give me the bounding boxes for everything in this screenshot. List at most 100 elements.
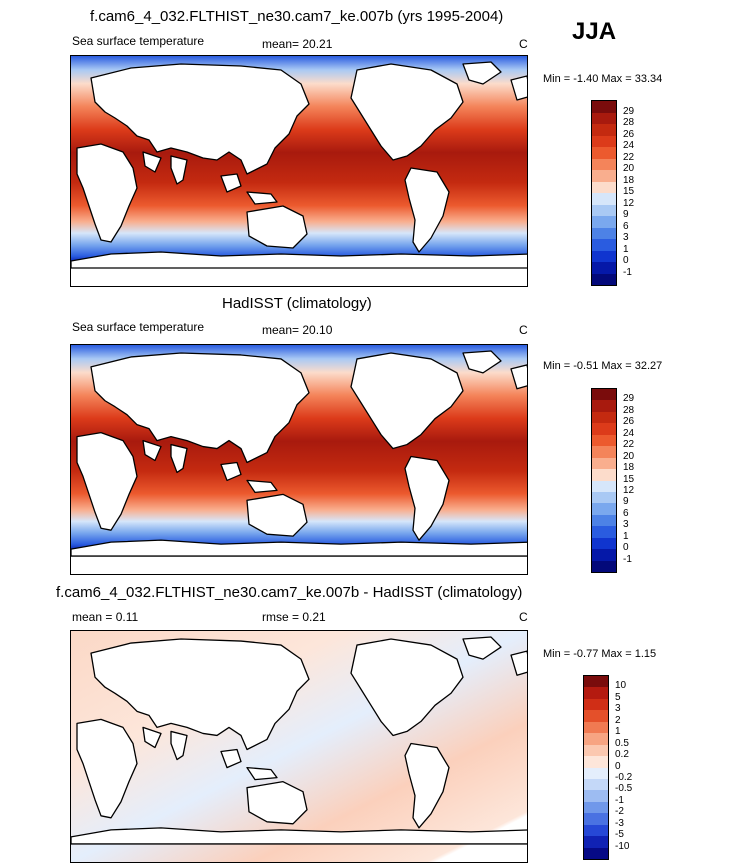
colorbar-swatch: [584, 824, 608, 837]
colorbar-label: 15: [623, 473, 635, 485]
panel1-title: f.cam6_4_032.FLTHIST_ne30.cam7_ke.007b (…: [90, 8, 504, 25]
colorbar-swatch: [592, 480, 616, 492]
colorbar-label: 2: [615, 714, 621, 726]
colorbar-label: 10: [615, 680, 627, 692]
colorbar-swatch: [584, 778, 608, 791]
colorbar-label: -1: [623, 266, 632, 278]
colorbar-label: 12: [623, 484, 635, 496]
colorbar-label: 29: [623, 105, 635, 117]
colorbar-label: 1: [615, 726, 621, 738]
panel2-minmax: Min = -0.51 Max = 32.27: [543, 360, 663, 372]
panel2-left-label: Sea surface temperature: [72, 320, 205, 334]
colorbar-swatch: [584, 710, 608, 722]
colorbar-label: -0.5: [615, 783, 633, 795]
colorbar-swatch: [592, 434, 616, 447]
colorbar-label: -0.2: [615, 771, 633, 783]
colorbar-label: 9: [623, 496, 629, 508]
colorbar-label: -1: [615, 794, 624, 806]
colorbar-swatch: [592, 273, 616, 285]
colorbar-label: 0: [615, 760, 621, 772]
panel1-units: C: [519, 37, 528, 51]
colorbar-swatch: [584, 733, 608, 745]
panel2-title: HadISST (climatology): [222, 295, 372, 312]
colorbar-swatch: [592, 112, 616, 124]
colorbar-swatch: [584, 698, 608, 711]
colorbar-swatch: [592, 389, 616, 401]
colorbar-label: 26: [623, 128, 635, 140]
colorbar-swatch: [592, 446, 616, 458]
panel2-colorbar: [591, 388, 617, 573]
colorbar-swatch: [592, 101, 616, 113]
panel3-minmax: Min = -0.77 Max = 1.15: [543, 648, 657, 660]
colorbar-swatch: [592, 457, 616, 470]
colorbar-swatch: [592, 537, 616, 550]
panel3-mean-label: mean = 0.11: [72, 610, 139, 624]
colorbar-label: 18: [623, 462, 635, 474]
colorbar-swatch: [592, 239, 616, 251]
colorbar-swatch: [592, 250, 616, 262]
colorbar-label: 29: [623, 393, 635, 405]
colorbar-label: -5: [615, 829, 624, 841]
colorbar-swatch: [592, 526, 616, 538]
colorbar-swatch: [584, 687, 608, 699]
panel1-map: [70, 55, 528, 287]
colorbar-swatch: [592, 147, 616, 159]
colorbar-swatch: [592, 216, 616, 228]
colorbar-swatch: [584, 676, 608, 688]
panel1-mean-label: mean= 20.21: [262, 37, 333, 51]
panel3-map-svg: [71, 631, 527, 862]
panel2-units: C: [519, 323, 528, 337]
colorbar-swatch: [592, 503, 616, 515]
colorbar-label: 6: [623, 507, 629, 519]
colorbar-label: -10: [615, 840, 630, 852]
colorbar-label: 0: [623, 255, 629, 266]
colorbar-swatch: [592, 400, 616, 412]
colorbar-swatch: [584, 721, 608, 734]
colorbar-label: 18: [623, 174, 635, 186]
colorbar-label: 3: [615, 703, 621, 715]
panel2-mean-label: mean= 20.10: [262, 323, 333, 337]
colorbar-swatch: [592, 135, 616, 147]
colorbar-label: 22: [623, 151, 635, 163]
panel1-minmax: Min = -1.40 Max = 33.34: [543, 73, 663, 85]
colorbar-label: 0: [623, 542, 629, 554]
colorbar-swatch: [592, 491, 616, 504]
colorbar-label: 15: [623, 186, 635, 197]
panel2-map-svg: [71, 345, 527, 574]
colorbar-label: 0.2: [615, 749, 629, 761]
colorbar-swatch: [592, 560, 616, 572]
colorbar-swatch: [592, 124, 616, 136]
colorbar-label: 28: [623, 117, 635, 128]
colorbar-label: 24: [623, 140, 635, 151]
colorbar-label: -2: [615, 806, 624, 818]
colorbar-label: 6: [623, 220, 629, 232]
colorbar-label: 20: [623, 450, 635, 462]
colorbar-swatch: [584, 790, 608, 802]
colorbar-swatch: [592, 423, 616, 435]
panel3-units: C: [519, 610, 528, 624]
colorbar-label: 24: [623, 427, 635, 439]
panel3-title: f.cam6_4_032.FLTHIST_ne30.cam7_ke.007b -…: [56, 584, 523, 601]
colorbar-label: 12: [623, 197, 635, 209]
colorbar-label: 0.5: [615, 737, 629, 749]
colorbar-swatch: [592, 262, 616, 274]
colorbar-label: 3: [623, 232, 629, 243]
colorbar-swatch: [592, 193, 616, 205]
colorbar-swatch: [592, 170, 616, 182]
colorbar-swatch: [592, 514, 616, 527]
colorbar-swatch: [592, 227, 616, 239]
colorbar-swatch: [592, 158, 616, 170]
colorbar-swatch: [592, 411, 616, 424]
colorbar-swatch: [584, 813, 608, 825]
colorbar-label: -3: [615, 817, 624, 829]
colorbar-label: -1: [623, 553, 632, 565]
colorbar-swatch: [584, 744, 608, 757]
panel1-map-svg: [71, 56, 527, 286]
panel1-colorbar: [591, 100, 617, 286]
panel1-left-label: Sea surface temperature: [72, 34, 205, 48]
colorbar-swatch: [584, 836, 608, 848]
season-label: JJA: [572, 18, 617, 45]
colorbar-label: 22: [623, 439, 635, 451]
panel3-colorbar: [583, 675, 609, 860]
colorbar-label: 5: [615, 691, 621, 703]
